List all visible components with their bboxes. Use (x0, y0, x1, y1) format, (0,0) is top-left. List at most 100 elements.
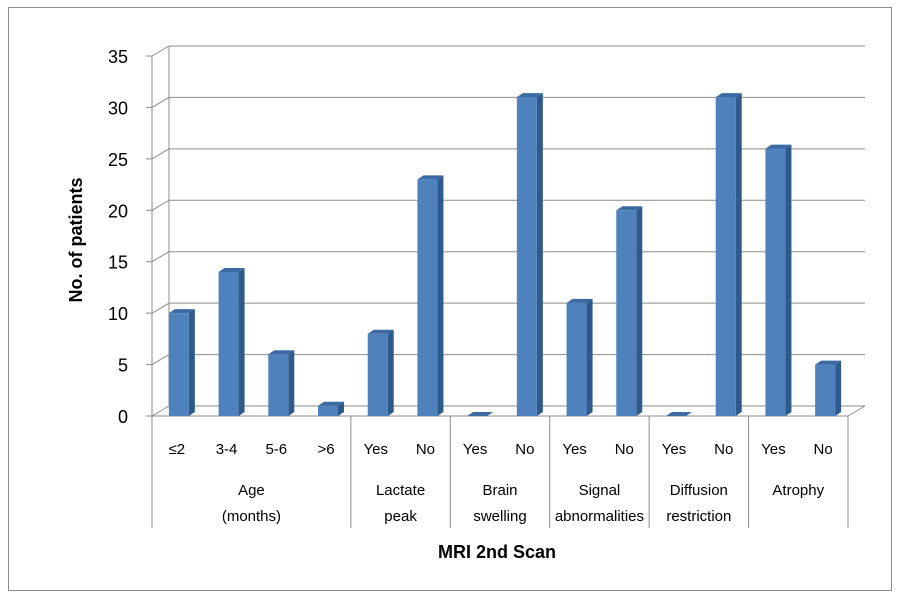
bar-top (168, 309, 195, 314)
bar-top (666, 412, 692, 416)
x-tick-label: Yes (562, 441, 586, 458)
bar-top (318, 401, 344, 406)
bar-top (815, 360, 842, 365)
bar (815, 360, 842, 416)
x-group-label: Brain (482, 482, 517, 499)
bar-front (218, 272, 239, 416)
bar-front (168, 313, 189, 416)
bar-side (735, 93, 742, 417)
x-tick-label: >6 (317, 441, 334, 458)
x-group-label: Signal (579, 482, 621, 499)
bars (168, 93, 842, 417)
bar-top (467, 412, 494, 416)
bar (765, 144, 792, 417)
gridline-depth (151, 199, 170, 211)
chart-walls (146, 46, 866, 528)
x-tick-label: 5-6 (265, 441, 287, 458)
bar (566, 298, 593, 416)
bar-side (437, 175, 444, 416)
bar (616, 206, 643, 416)
bar-side (785, 144, 792, 417)
bar-front (765, 148, 786, 417)
x-tick-label: No (615, 441, 634, 458)
gridline-depth (151, 302, 170, 314)
bar (268, 350, 295, 416)
y-tick-label: 10 (108, 304, 128, 324)
y-tick-labels: 0 5 10 15 20 25 30 35 (108, 47, 128, 427)
y-tick-label: 35 (108, 47, 128, 67)
x-tick-label: No (416, 441, 435, 458)
bar (367, 329, 394, 416)
x-tick-label: 3-4 (216, 441, 238, 458)
y-tick-label: 15 (108, 253, 128, 273)
bar-front (516, 97, 537, 417)
bar-side (238, 268, 245, 416)
x-tick-label: Yes (463, 441, 487, 458)
x-group-label: Age (238, 482, 265, 499)
x-group-label: (months) (222, 508, 281, 525)
gridline-depth (151, 45, 170, 57)
y-axis-title: No. of patients (66, 178, 86, 303)
bar-top (516, 93, 543, 98)
bar-top (218, 268, 245, 272)
gridline-depth (151, 354, 170, 366)
x-group-label: peak (384, 508, 417, 525)
bar (666, 412, 692, 416)
x-group-label: swelling (473, 508, 526, 525)
x-group-label: Lactate (376, 482, 425, 499)
x-group-label: abnormalities (555, 508, 644, 525)
x-axis-title: MRI 2nd Scan (438, 542, 556, 562)
gridline-depth (151, 96, 170, 108)
bar (218, 268, 245, 416)
gridline-depth (151, 148, 170, 160)
bar-front (566, 302, 587, 416)
x-group-label: restriction (666, 508, 731, 525)
bar-front (417, 179, 438, 416)
bar-side (338, 401, 344, 416)
x-tick-label: Yes (363, 441, 387, 458)
bar (318, 401, 344, 416)
bar-side (835, 360, 842, 416)
x-group-label: Diffusion (670, 482, 728, 499)
bar (467, 412, 494, 416)
gridline-depth (151, 405, 170, 417)
bar-side (536, 93, 543, 417)
bar-top (616, 206, 643, 211)
bar (417, 175, 444, 416)
bar-side (586, 298, 593, 416)
bar-side (387, 329, 394, 416)
bar-front (715, 97, 736, 417)
bar-side (188, 309, 195, 416)
y-tick-label: 5 (118, 356, 128, 376)
bar-top (566, 298, 593, 303)
bar-top (268, 350, 295, 355)
bar-top (367, 329, 394, 334)
bar (516, 93, 543, 417)
bar-front (367, 333, 388, 416)
x-tick-label: Yes (761, 441, 785, 458)
x-tick-label: ≤2 (169, 441, 186, 458)
y-tick-label: 20 (108, 201, 128, 221)
x-tick-label: No (515, 441, 534, 458)
gridline-depth (151, 251, 170, 263)
bar (168, 309, 195, 416)
x-tick-label: No (814, 441, 833, 458)
bar-front (268, 354, 289, 416)
bar-top (765, 144, 792, 149)
x-tick-label: Yes (662, 441, 686, 458)
bar-top (715, 93, 742, 98)
gridlines (151, 45, 865, 417)
y-tick-label: 25 (108, 150, 128, 170)
bar-side (288, 350, 295, 416)
bar-side (636, 206, 643, 416)
bar-front (815, 364, 836, 416)
bar-front (616, 210, 637, 416)
floor-right-edge (847, 405, 866, 417)
bar-top (417, 175, 444, 180)
x-tick-label: No (714, 441, 733, 458)
y-tick-label: 0 (118, 407, 128, 427)
x-group-label: Atrophy (772, 482, 824, 499)
x-category-labels: ≤2 3-4 5-6 >6 Yes No Yes No Yes No Yes No Yes No Age (m… (169, 441, 833, 525)
bar-front (318, 405, 338, 416)
